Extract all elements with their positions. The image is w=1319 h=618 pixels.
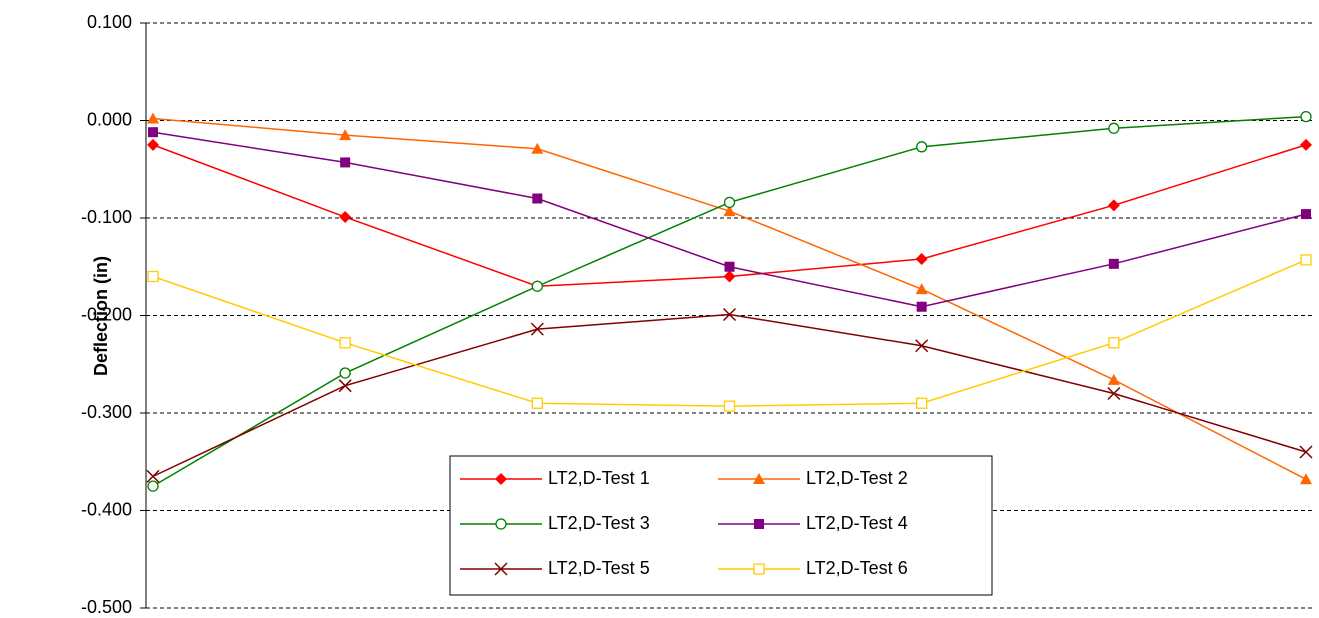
legend-label: LT2,D-Test 6 [806,558,908,578]
marker [147,138,159,151]
y-tick-label: -0.200 [81,304,132,324]
marker [531,280,543,292]
series-line [152,115,1307,487]
marker [916,397,928,409]
marker [753,473,765,484]
marker [723,196,736,209]
series-line [152,313,1307,478]
legend: LT2,D-Test 1 LT2,D-Test 2 LT2,D-Test 3 LT2,… [449,455,993,596]
marker [148,127,158,138]
marker [916,141,928,153]
marker [915,339,929,353]
marker [494,562,508,576]
marker [722,307,737,322]
marker [531,142,544,154]
marker [531,397,543,409]
legend-label: LT2,D-Test 3 [548,513,650,533]
marker [723,270,736,283]
y-tick-label: -0.500 [81,597,132,617]
marker [339,367,351,379]
legend-box [449,455,993,596]
y-tick-label: -0.100 [81,207,132,227]
marker [338,379,352,393]
marker [1300,110,1312,123]
marker [147,480,159,492]
legend-label: LT2,D-Test 4 [806,513,908,533]
marker [146,469,160,483]
marker [1108,258,1119,269]
marker [147,112,159,124]
marker [916,301,927,312]
marker [915,252,928,265]
marker [147,270,159,283]
y-tick-label: 0.100 [87,12,132,32]
marker [1108,337,1120,349]
marker [339,337,351,349]
y-tick-label: -0.400 [81,499,132,519]
marker [1108,122,1120,134]
marker [1300,254,1312,266]
marker [723,205,736,217]
marker [1300,138,1312,151]
marker [915,283,928,295]
marker [339,129,352,141]
marker [1107,373,1120,385]
marker [1299,445,1313,459]
marker [1107,386,1121,401]
marker [340,157,351,168]
marker [723,400,736,412]
marker [1107,199,1120,212]
marker [724,261,735,272]
marker [495,473,507,485]
marker [1301,209,1311,220]
legend-label: LT2,D-Test 5 [548,558,650,578]
y-tick-label: -0.300 [81,402,132,422]
marker [754,519,764,529]
series-line [152,117,1307,480]
marker [339,211,352,224]
marker [753,563,765,575]
legend-label: LT2,D-Test 2 [806,468,908,488]
marker [530,322,544,336]
marker [495,518,507,530]
y-tick-label: 0.000 [87,109,132,129]
legend-label: LT2,D-Test 1 [548,468,650,488]
y-axis-label: Deflection (in) [91,256,111,376]
marker [532,193,543,204]
marker [1300,473,1312,485]
